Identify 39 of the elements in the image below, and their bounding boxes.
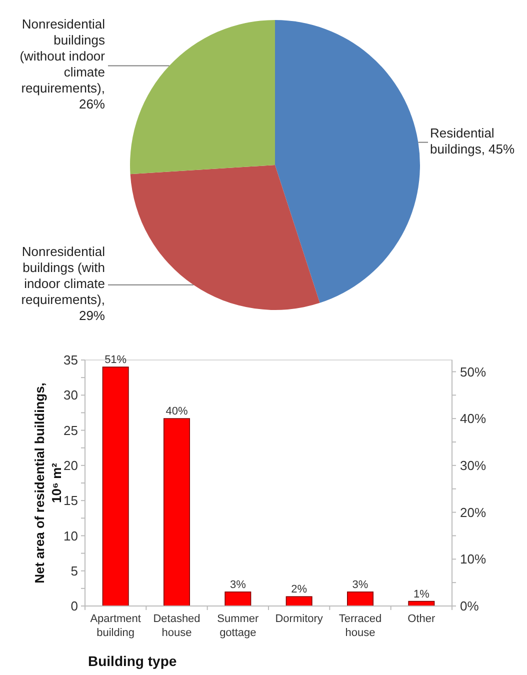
- bar: [102, 366, 129, 606]
- slice-label: Nonresidential buildings (with indoor climate requirements), 29%: [21, 244, 106, 324]
- y-tick-label: 0: [70, 598, 78, 614]
- y-tick-label: 10: [64, 528, 78, 544]
- data-label: 3%: [352, 578, 368, 591]
- data-label: 3%: [230, 578, 246, 591]
- slice-label: Nonresidential buildings (without indoor climate requirements), 26%: [20, 17, 106, 112]
- y2-tick-label: 30%: [460, 458, 486, 473]
- bar: [224, 592, 252, 606]
- x-tick-label: Other: [408, 613, 436, 625]
- y2-tick-label: 20%: [460, 504, 486, 520]
- x-tick-label: Dormitory: [275, 613, 324, 625]
- data-label: 2%: [291, 584, 308, 596]
- y2-tick-label: 0%: [460, 598, 480, 614]
- x-tick-label: Detashed house: [153, 613, 200, 639]
- y-axis-title: Net area of residential buildings, 10⁶ m²: [32, 382, 64, 584]
- pie-slice: [130, 20, 275, 174]
- slice-label: Residential buildings, 45%: [430, 126, 515, 157]
- y-tick-label: 5: [70, 563, 78, 578]
- x-tick-label: Apartment building: [90, 613, 141, 639]
- pie-slice: [130, 165, 320, 310]
- y-tick-label: 15: [64, 493, 78, 508]
- y2-tick-label: 40%: [460, 411, 486, 426]
- bar: [347, 592, 374, 606]
- y-tick-label: 30: [64, 388, 78, 403]
- x-axis-title: Building type: [88, 653, 177, 669]
- bar: [164, 418, 190, 606]
- data-label: 1%: [413, 588, 430, 600]
- bar: [286, 596, 312, 606]
- y-tick-label: 25: [64, 422, 78, 438]
- y-tick-label: 20: [64, 458, 78, 473]
- data-label: 40%: [166, 406, 188, 418]
- y2-tick-label: 50%: [460, 364, 486, 380]
- x-tick-label: Summer gottage: [217, 613, 260, 639]
- y2-tick-label: 10%: [460, 552, 486, 567]
- y-tick-label: 35: [64, 352, 78, 368]
- x-tick-label: Terraced house: [338, 613, 382, 639]
- pie-slice: [275, 20, 420, 303]
- data-label: 51%: [104, 354, 127, 366]
